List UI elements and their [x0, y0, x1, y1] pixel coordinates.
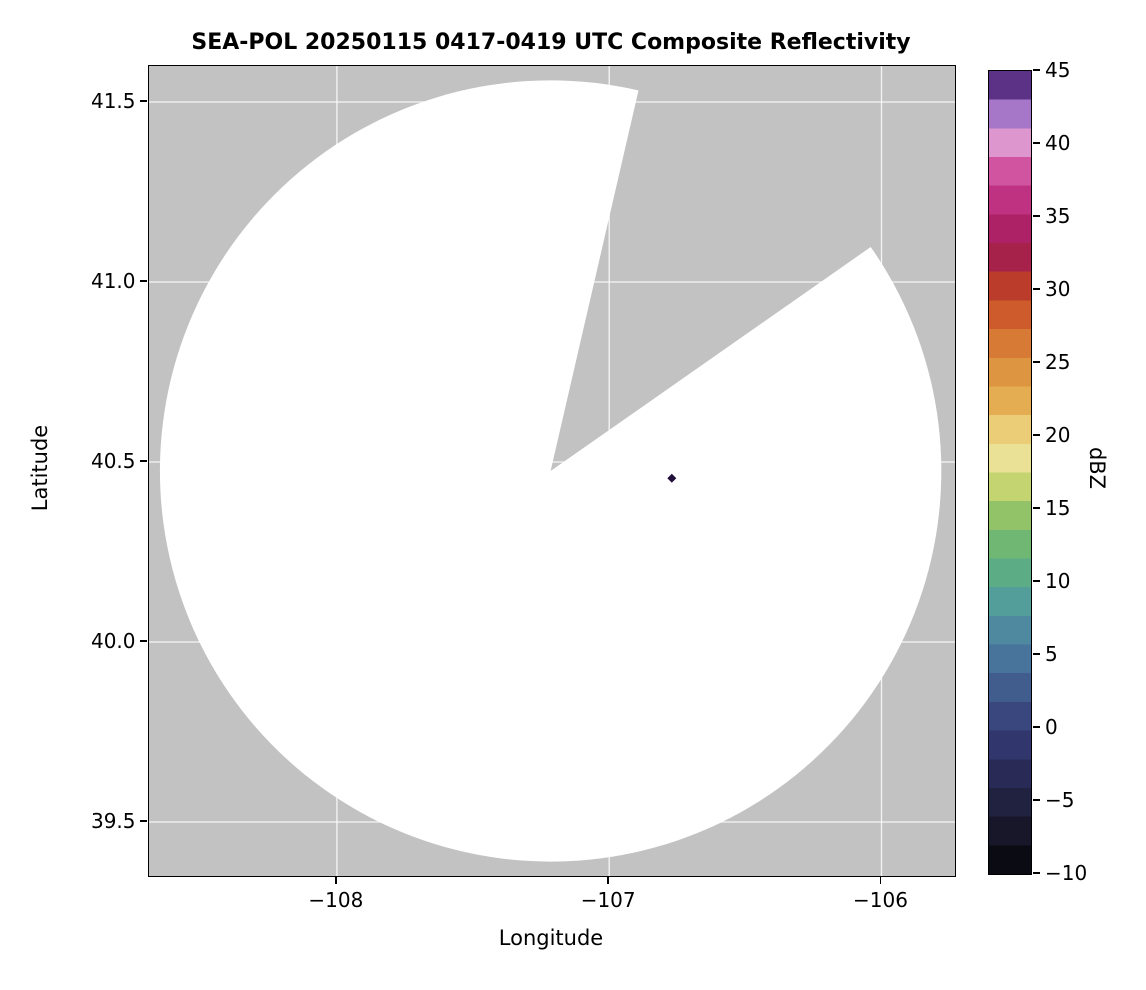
colorbar-tick-label: −5: [1045, 788, 1075, 812]
colorbar-tick-mark: [1033, 653, 1040, 655]
colorbar-tick-label: 45: [1045, 58, 1071, 82]
y-tick-mark: [139, 820, 147, 822]
x-tick-mark: [607, 876, 609, 884]
colorbar-tick-mark: [1033, 69, 1040, 71]
colorbar-tick-mark: [1033, 288, 1040, 290]
x-tick-label: −108: [308, 888, 364, 912]
y-tick-label: 40.0: [90, 629, 136, 653]
plot-area: [148, 65, 956, 877]
y-tick-label: 40.5: [90, 449, 136, 473]
colorbar-tick-mark: [1033, 580, 1040, 582]
y-axis-label: Latitude: [28, 424, 52, 512]
colorbar-tick-label: 20: [1045, 423, 1071, 447]
x-axis-label: Longitude: [498, 926, 604, 950]
colorbar-tick-label: 30: [1045, 277, 1071, 301]
y-tick-mark: [139, 100, 147, 102]
reflectivity-echo: [667, 473, 677, 483]
colorbar-tick-label: 40: [1045, 131, 1071, 155]
colorbar-tick-label: −10: [1045, 861, 1088, 885]
x-tick-mark: [879, 876, 882, 884]
colorbar-label: dBZ: [1085, 446, 1109, 490]
colorbar: [988, 70, 1032, 875]
radar-coverage-disk: [159, 80, 942, 862]
colorbar-tick-mark: [1033, 872, 1040, 874]
colorbar-tick-mark: [1033, 434, 1040, 436]
colorbar-tick-label: 15: [1045, 496, 1071, 520]
colorbar-tick-label: 10: [1045, 569, 1071, 593]
colorbar-tick-label: 0: [1045, 715, 1058, 739]
y-tick-label: 41.0: [90, 269, 136, 293]
colorbar-tick-mark: [1033, 215, 1040, 217]
y-tick-mark: [139, 460, 147, 462]
colorbar-tick-label: 35: [1045, 204, 1071, 228]
y-tick-label: 39.5: [90, 809, 136, 833]
y-tick-mark: [139, 280, 147, 282]
y-tick-label: 41.5: [90, 89, 136, 113]
colorbar-tick-mark: [1033, 726, 1040, 728]
chart-title: SEA-POL 20250115 0417-0419 UTC Composite…: [191, 30, 911, 55]
colorbar-tick-mark: [1033, 361, 1040, 363]
x-tick-mark: [335, 876, 337, 884]
y-tick-mark: [139, 640, 147, 642]
colorbar-tick-label: 5: [1045, 642, 1058, 666]
colorbar-tick-label: 25: [1045, 350, 1071, 374]
radar-coverage-plot: [149, 66, 955, 876]
colorbar-tick-mark: [1033, 142, 1040, 144]
x-tick-label: −106: [853, 888, 908, 912]
colorbar-tick-mark: [1033, 799, 1040, 801]
colorbar-tick-mark: [1033, 507, 1040, 509]
x-tick-label: −107: [580, 888, 636, 912]
